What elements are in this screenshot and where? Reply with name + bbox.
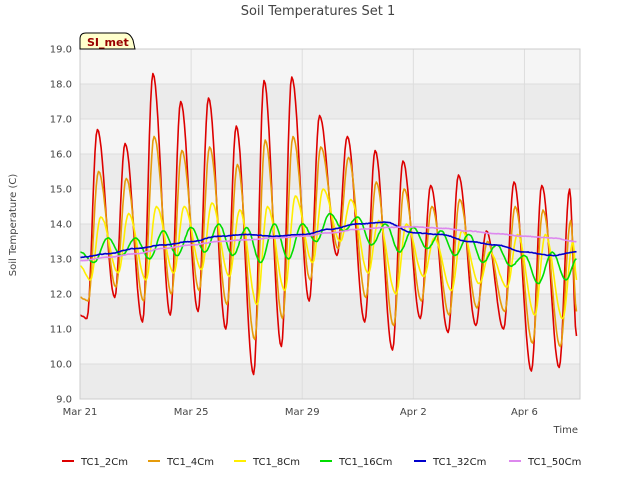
chart-title: Soil Temperatures Set 1 — [241, 4, 396, 19]
legend-item-TC1_50Cm: TC1_50Cm — [509, 457, 581, 468]
legend-label: TC1_32Cm — [432, 457, 486, 468]
y-tick-label: 10.0 — [50, 360, 72, 371]
series-line-TC1_8Cm — [79, 188, 578, 320]
plot-band — [80, 84, 580, 119]
site-badge: SI_met — [79, 32, 136, 50]
y-tick-label: 18.0 — [50, 80, 72, 91]
y-tick-label: 15.0 — [50, 185, 72, 196]
legend-item-TC1_8Cm: TC1_8Cm — [234, 457, 300, 468]
y-tick-label: 17.0 — [50, 115, 72, 126]
plot-band — [80, 329, 580, 364]
plot-band — [80, 259, 580, 294]
plot-band — [80, 49, 580, 84]
legend-label: TC1_8Cm — [252, 457, 300, 468]
legend-label: TC1_16Cm — [338, 457, 392, 468]
legend-label: TC1_2Cm — [80, 457, 128, 468]
legend: TC1_2Cm TC1_4Cm TC1_8Cm TC1_16Cm TC1_32Cm TC1… — [62, 457, 581, 468]
legend-label: TC1_50Cm — [527, 457, 581, 468]
x-tick-label: Mar 29 — [285, 407, 320, 418]
y-tick-label: 12.0 — [50, 290, 72, 301]
site-badge-label: SI_met — [87, 36, 129, 49]
series-layer — [79, 72, 578, 376]
x-axis-label: Time — [553, 425, 578, 436]
legend-item-TC1_2Cm: TC1_2Cm — [62, 457, 128, 468]
series-line-TC1_16Cm — [79, 212, 577, 285]
y-tick-label: 19.0 — [50, 45, 72, 56]
y-tick-label: 14.0 — [50, 220, 72, 231]
y-axis-ticks: 9.0 10.0 11.0 12.0 13.0 14.0 15.0 16.0 17.0 18.0 1… — [50, 45, 72, 406]
x-axis-ticks: Mar 21 Mar 25 Mar 29 Apr 2 Apr 6 — [63, 407, 538, 418]
plot-band — [80, 154, 580, 189]
legend-item-TC1_32Cm: TC1_32Cm — [414, 457, 486, 468]
plot-band — [80, 364, 580, 399]
y-tick-label: 13.0 — [50, 255, 72, 266]
plot-band — [80, 119, 580, 154]
y-tick-label: 9.0 — [56, 395, 72, 406]
x-tick-label: Mar 25 — [174, 407, 209, 418]
series-line-TC1_32Cm — [79, 221, 577, 259]
x-tick-label: Mar 21 — [63, 407, 98, 418]
plot-frame — [79, 48, 581, 400]
legend-item-TC1_4Cm: TC1_4Cm — [148, 457, 214, 468]
series-line-TC1_4Cm — [79, 135, 578, 348]
legend-item-TC1_16Cm: TC1_16Cm — [320, 457, 392, 468]
x-tick-label: Apr 2 — [400, 407, 427, 418]
y-axis-label: Soil Temperature (C) — [8, 174, 19, 277]
x-tick-label: Apr 6 — [511, 407, 538, 418]
series-line-TC1_50Cm — [79, 225, 577, 262]
y-tick-label: 11.0 — [50, 325, 72, 336]
legend-label: TC1_4Cm — [166, 457, 214, 468]
y-tick-label: 16.0 — [50, 150, 72, 161]
